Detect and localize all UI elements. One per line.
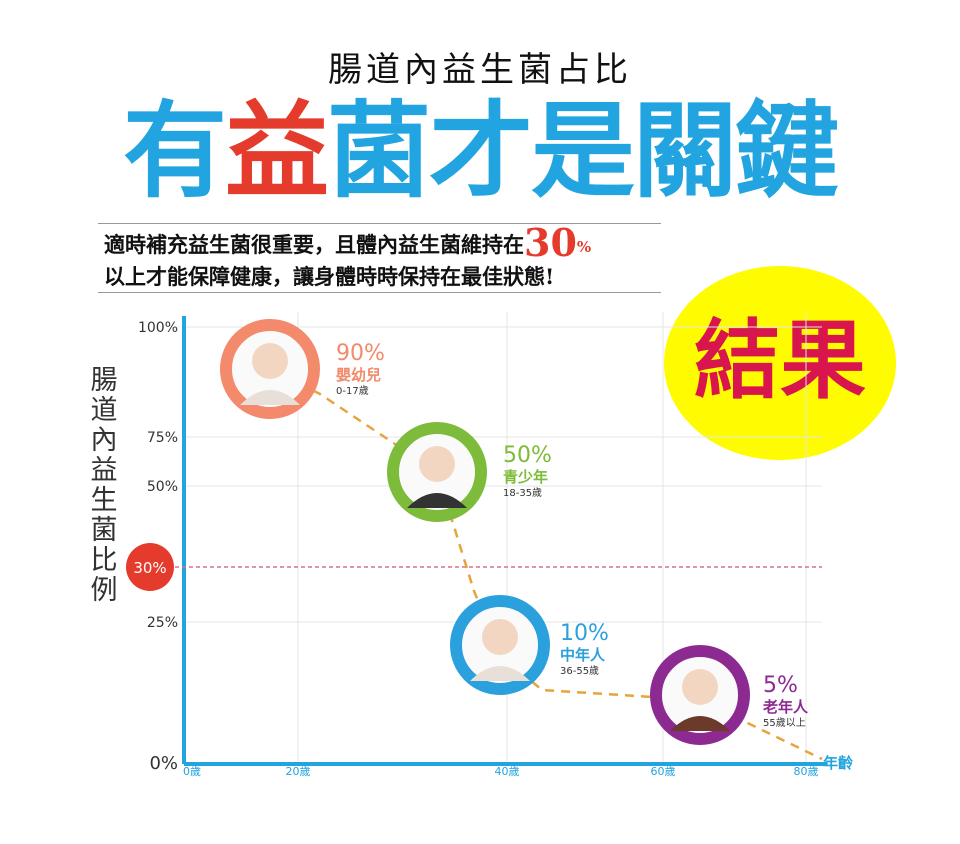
- group-name: 老年人: [762, 698, 809, 716]
- y-tick-label: 50%: [147, 479, 178, 495]
- senior-man-icon-body: [670, 716, 730, 731]
- group-percent: 90%: [336, 341, 385, 366]
- intro-line2: 以上才能保障健康，讓身體時時保持在最佳狀態!: [104, 264, 555, 289]
- chart-headline: 有益菌才是關鍵: [0, 92, 960, 210]
- intro-rule-top: [98, 223, 661, 224]
- senior-man-icon: [682, 669, 718, 705]
- headline-part: 菌才是關鍵: [327, 90, 839, 212]
- threshold-label: 30%: [133, 559, 166, 577]
- y-axis-label-char: 腸: [90, 365, 118, 396]
- y-axis-label-char: 益: [90, 455, 118, 486]
- x-tick-label: 20歲: [286, 764, 311, 778]
- baby-icon-body: [240, 390, 300, 405]
- y-axis-label-char: 內: [90, 425, 118, 456]
- x-tick-label: 40歲: [495, 764, 520, 778]
- group-name: 青少年: [503, 468, 548, 486]
- young-man-icon-body: [407, 493, 467, 508]
- x-tick-label: 80歲: [794, 764, 819, 778]
- intro-highlight-percent: %: [576, 238, 592, 256]
- headline-part: 有: [122, 90, 227, 212]
- x-tick-label: 60歲: [651, 764, 676, 778]
- group-age-range: 55歲以上: [763, 716, 806, 729]
- y-tick-label: 100%: [138, 320, 178, 336]
- baby-icon: [252, 343, 288, 379]
- headline-part: 益: [224, 90, 329, 212]
- chart-subtitle: 腸道內益生菌占比: [328, 50, 632, 90]
- group-age-range: 18-35歲: [503, 486, 542, 499]
- y-tick-label: 75%: [147, 430, 178, 446]
- group-name: 嬰幼兒: [336, 366, 381, 384]
- young-man-icon: [419, 446, 455, 482]
- threshold-badge: [126, 543, 174, 591]
- intro-highlight-number: 30: [524, 220, 577, 265]
- y-axis-label-char: 道: [90, 395, 118, 426]
- group-age-range: 0-17歲: [336, 384, 369, 397]
- woman-icon: [482, 619, 518, 655]
- group-name: 中年人: [560, 646, 606, 664]
- intro-line1-prefix: 適時補充益生菌很重要，且體內益生菌維持在: [104, 232, 524, 257]
- y-axis-label-char: 例: [90, 575, 118, 606]
- group-age-range: 36-55歲: [560, 664, 599, 677]
- result-badge: [664, 266, 896, 460]
- y-axis-label-char: 生: [90, 485, 118, 516]
- y-tick-label: 25%: [147, 615, 178, 631]
- y-axis-label-char: 菌: [90, 515, 118, 546]
- group-percent: 10%: [560, 621, 609, 646]
- intro-rule-bottom: [98, 292, 661, 293]
- woman-icon-body: [470, 666, 530, 681]
- x-axis-label: 年齡: [823, 754, 853, 772]
- x-tick-label: 0歲: [183, 764, 201, 778]
- result-badge-text: 結果: [694, 311, 866, 411]
- y-tick-label: 0%: [149, 753, 178, 774]
- y-axis-label: 腸道內益生菌比例: [89, 366, 119, 606]
- group-percent: 50%: [503, 443, 552, 468]
- y-axis-label-char: 比: [90, 545, 118, 576]
- intro-text: 適時補充益生菌很重要，且體內益生菌維持在30% 以上才能保障健康，讓身體時時保持…: [104, 224, 684, 292]
- group-percent: 5%: [763, 673, 798, 698]
